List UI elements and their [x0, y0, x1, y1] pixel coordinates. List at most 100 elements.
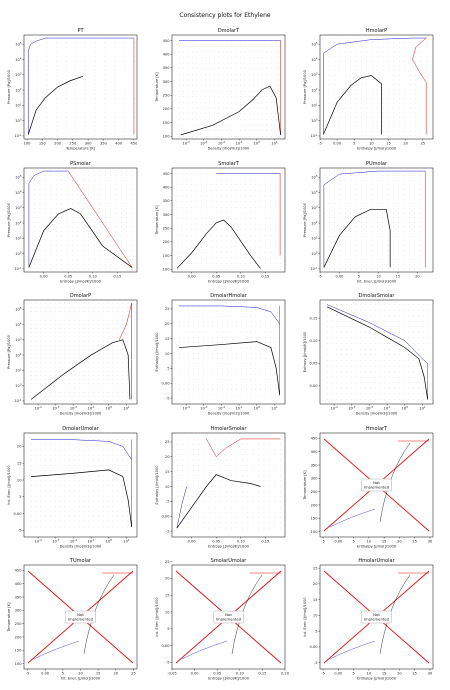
panel-SmolarUmolar: SmolarUmolar -0.05 0.00 0.05 0.10 0.15 0.20 -5 0…: [155, 558, 290, 681]
plot-area: [31, 439, 133, 528]
not-implemented-label: Not: [225, 612, 232, 617]
figure-title: Consistency plots for Ethylene: [179, 12, 271, 19]
y-tick-label: 0.00: [161, 515, 170, 519]
axes-frame: [171, 432, 286, 538]
x-tick-label: 0.00: [191, 672, 200, 676]
x-tick-label: 0.10: [236, 672, 245, 676]
y-tick-label: 101: [15, 235, 22, 240]
y-tick-label: 20: [165, 577, 170, 581]
state-points: [176, 438, 281, 529]
state-points: [31, 302, 133, 402]
plot-area: [179, 305, 281, 396]
y-tick-label: 105: [311, 174, 318, 179]
y-tick-label: 103: [15, 72, 22, 77]
y-tick-label: 350: [311, 463, 319, 467]
panel-title: SmolarT: [218, 161, 240, 167]
y-tick-label: 100: [311, 118, 318, 123]
not-implemented-box: [65, 610, 96, 624]
x-tick-label: 0.00: [188, 275, 197, 279]
y-tick-label: 101: [311, 102, 318, 107]
x-axis-label: Enthalpy [J/mol]/1000: [357, 545, 397, 549]
x-tick-label: 5: [62, 672, 64, 676]
y-tick-label: -5: [166, 661, 170, 665]
y-tick-label: -5: [166, 529, 170, 533]
y-tick-label: 450: [163, 39, 171, 43]
x-tick-label: 0.05: [212, 540, 220, 544]
x-tick-label: 101: [271, 405, 278, 410]
x-tick-label: 100: [254, 405, 261, 410]
y-tick-label: 400: [311, 450, 319, 454]
y-tick-label: 103: [15, 337, 22, 342]
y-axis-label: Int. Ener. [J/mol]/1000: [303, 597, 307, 637]
x-axis-label: Int. Ener. [J/mol]/1000: [61, 677, 101, 681]
panel-title: HmolarSmolar: [211, 426, 248, 432]
y-tick-label: 100: [15, 662, 23, 666]
not-implemented-label: Implemented: [216, 617, 242, 622]
y-axis-label: Temperature [K]: [7, 602, 11, 633]
y-axis-label: Temperature [K]: [155, 72, 159, 103]
y-tick-label: 104: [311, 189, 318, 194]
y-tick-label: 150: [311, 517, 319, 521]
saturation-curve: [31, 469, 133, 527]
y-tick-label: 104: [311, 56, 318, 61]
x-tick-label: 25: [412, 540, 417, 544]
y-tick-label: 103: [15, 205, 22, 210]
y-tick-label: 100: [15, 383, 22, 388]
state-points: [323, 37, 427, 137]
trace-line: [231, 574, 263, 655]
x-tick-label: 0.00: [335, 275, 344, 279]
x-tick-label: 10-2: [218, 140, 226, 145]
upper-boundary-line: [68, 170, 133, 268]
x-axis-label: Entropy [J/mol/K]/1000: [208, 545, 250, 549]
x-tick-label: 10-4: [183, 405, 191, 410]
y-axis-label: Pressure [Pa]/1000: [7, 334, 11, 369]
y-tick-label: 15: [165, 337, 170, 341]
y-tick-label: 20: [165, 455, 170, 459]
y-tick-label: 350: [163, 199, 171, 203]
x-axis-label: Entropy [J/mol/K]/1000: [60, 280, 102, 284]
y-axis-label: Enthalpy [J/mol]/1000: [155, 465, 159, 505]
panel-title: HmolarT: [366, 426, 388, 432]
y-tick-label: 450: [311, 437, 319, 441]
y-tick-label: 104: [15, 56, 22, 61]
upper-boundary-line: [206, 438, 281, 458]
y-tick-label: 150: [163, 254, 171, 258]
x-tick-label: 10-3: [200, 140, 208, 145]
y-tick-label: 100: [163, 268, 171, 272]
plot-area: [30, 302, 133, 402]
panel-HmolarT: HmolarT -5 0.00 5 10 15 20 25 30 100 150 200 250 300 3…: [303, 426, 434, 549]
y-tick-label: 400: [163, 52, 171, 56]
y-tick-label: 0.00: [309, 645, 318, 649]
x-tick-label: -5: [321, 540, 325, 544]
x-tick-label: 450: [131, 142, 139, 146]
x-tick-label: 0.00: [41, 672, 50, 676]
x-tick-label: 100: [24, 142, 32, 146]
x-tick-label: 300: [85, 142, 93, 146]
y-tick-label: 5: [167, 627, 169, 631]
y-tick-label: 150: [15, 649, 23, 653]
x-tick-label: 5: [358, 275, 360, 279]
x-tick-label: 30: [428, 540, 433, 544]
x-axis-label: Density [mol/m3]/1000: [60, 412, 102, 416]
plot-area: [176, 173, 281, 270]
y-tick-label: 102: [15, 87, 22, 92]
x-tick-label: 10-1: [88, 538, 96, 543]
axes-frame: [319, 299, 434, 405]
y-tick-label: 250: [163, 227, 171, 231]
y-tick-label: 200: [163, 240, 171, 244]
x-tick-label: 0.00: [188, 540, 197, 544]
y-tick-label: 105: [15, 41, 22, 46]
x-tick-label: 10-2: [70, 538, 78, 543]
axes-frame: [171, 167, 286, 273]
not-implemented-label: Implemented: [364, 485, 390, 490]
y-tick-label: 450: [163, 172, 171, 176]
x-tick-label: 10: [78, 672, 83, 676]
x-tick-label: 0.05: [64, 275, 72, 279]
x-tick-label: 10-2: [218, 405, 226, 410]
y-tick-label: 100: [163, 135, 171, 139]
trace-line: [329, 640, 376, 660]
x-axis-label: Enthalpy [J/mol]/1000: [357, 147, 397, 151]
x-tick-label: 0.15: [261, 540, 269, 544]
y-axis-label: Pressure [Pa]/1000: [303, 69, 307, 104]
